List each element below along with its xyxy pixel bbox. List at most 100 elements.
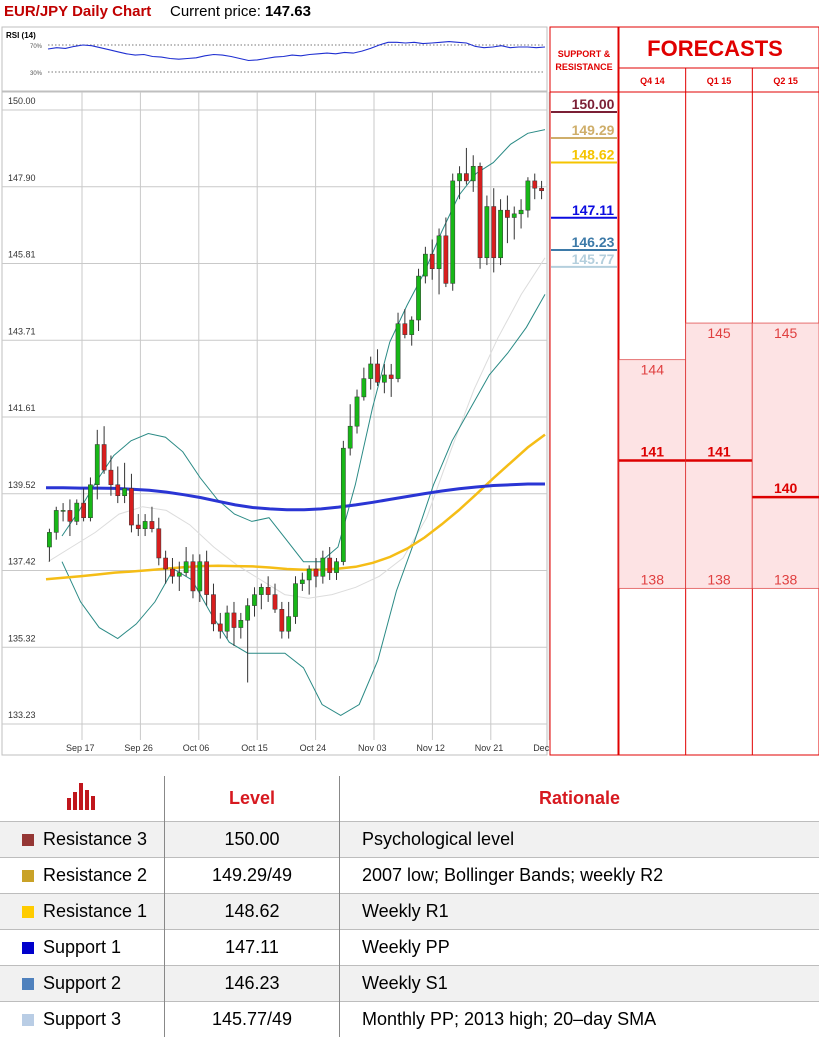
candle-up	[395, 323, 401, 379]
x-tick-label: Nov 21	[475, 743, 504, 753]
y-tick-label: 145.81	[8, 250, 36, 260]
candle-down	[375, 363, 380, 383]
candle-down	[81, 502, 86, 518]
current-price-label: Current price:	[170, 3, 261, 20]
candle-up	[245, 605, 251, 621]
candle-up	[320, 557, 326, 577]
table-row: Support 1 147.11 Weekly PP	[0, 929, 819, 966]
candle-up	[60, 510, 66, 512]
candle-down	[464, 173, 469, 182]
levels-table: Level Rationale Resistance 3 150.00 Psyc…	[0, 776, 819, 1039]
sr-heading-line2: RESISTANCE	[555, 62, 612, 72]
forecast-panel: FORECASTS Q4 14 144 141 138 Q1 15 145 141 138 Q2…	[618, 26, 819, 756]
forecast-col-header: Q4 14	[640, 76, 665, 86]
candle-up	[183, 561, 189, 573]
sr-level-label: 146.23	[572, 234, 615, 250]
candle-down	[429, 253, 435, 270]
rsi-frame	[1, 26, 548, 92]
row-name: Support 1	[43, 937, 122, 957]
candle-down	[313, 568, 319, 577]
candle-down	[231, 612, 237, 628]
candle-down	[402, 323, 408, 335]
row-name: Support 2	[43, 973, 122, 993]
rsi-30-label: 30%	[30, 71, 43, 77]
candle-down	[491, 206, 497, 259]
x-tick-label: Oct 24	[300, 743, 327, 753]
table-row: Resistance 2 149.29/49 2007 low; Bolling…	[0, 857, 819, 894]
row-rationale: 2007 low; Bollinger Bands; weekly R2	[339, 857, 819, 894]
forecast-low-label: 138	[707, 571, 731, 587]
row-name-cell: Resistance 2	[0, 857, 165, 894]
candle-down	[190, 561, 196, 592]
candle-up	[176, 572, 182, 577]
row-level: 146.23	[164, 965, 340, 1002]
row-swatch	[22, 834, 34, 846]
candle-up	[334, 561, 339, 573]
table-header-level: Level	[164, 776, 340, 822]
table-row: Resistance 1 148.62 Weekly R1	[0, 893, 819, 930]
candle-up	[88, 484, 93, 518]
row-swatch	[22, 1014, 34, 1026]
sr-level-label: 150.00	[572, 96, 615, 112]
table-header-icon-cell	[0, 776, 165, 822]
row-swatch	[22, 870, 34, 882]
candle-up	[122, 488, 127, 497]
candle-down	[135, 524, 141, 529]
sr-frame	[549, 26, 619, 756]
forecast-range	[751, 322, 819, 589]
candle-down	[217, 623, 223, 632]
candle-up	[252, 594, 257, 606]
table-row: Support 2 146.23 Weekly S1	[0, 965, 819, 1002]
candle-up	[238, 619, 244, 628]
sma-gold-line	[45, 433, 546, 581]
candle-up	[470, 165, 476, 182]
row-rationale: Psychological level	[339, 821, 819, 858]
candle-up	[381, 374, 387, 383]
candle-up	[525, 180, 531, 211]
candle-up	[498, 209, 503, 259]
candle-down	[156, 528, 162, 559]
rsi-line	[47, 41, 546, 62]
candle-up	[47, 532, 52, 548]
row-name-cell: Resistance 1	[0, 893, 165, 930]
candle-up	[293, 583, 298, 617]
candle-up	[306, 568, 312, 581]
candle-up	[368, 363, 374, 379]
candle-down	[388, 374, 394, 379]
candle-up	[354, 396, 360, 427]
price-grid	[2, 92, 550, 740]
candle-up	[286, 616, 292, 632]
chart-header: EUR/JPY Daily Chart Current price: 147.6…	[0, 0, 819, 26]
row-rationale: Weekly PP	[339, 929, 819, 966]
x-tick-label: Sep 17	[66, 743, 95, 753]
candle-up	[409, 319, 415, 335]
row-name-cell: Resistance 3	[0, 821, 165, 858]
candle-up	[484, 206, 490, 259]
bollinger-lower-line	[61, 294, 546, 716]
candle-up	[361, 378, 367, 398]
forecast-mid-label: 141	[707, 444, 731, 460]
candle-down	[532, 180, 538, 189]
y-tick-label: 135.32	[8, 633, 36, 643]
forecast-low-label: 138	[774, 571, 798, 587]
forecast-low-label: 138	[641, 571, 665, 587]
sr-level-label: 147.11	[572, 202, 614, 218]
price-plot-frame	[1, 91, 548, 756]
current-price-value: 147.63	[265, 3, 311, 20]
candle-down	[211, 594, 216, 625]
table-header-rationale: Rationale	[538, 788, 621, 808]
row-name: Resistance 1	[43, 901, 148, 921]
row-level: 145.77/49	[164, 1001, 340, 1037]
candle-down	[204, 561, 210, 595]
candle-up	[224, 612, 230, 632]
candle-down	[67, 510, 73, 522]
forecast-range	[618, 359, 687, 589]
row-swatch	[22, 942, 34, 954]
candle-up	[416, 275, 421, 321]
candle-up	[347, 425, 353, 449]
bar-chart-icon	[67, 783, 95, 810]
row-level: 147.11	[164, 929, 340, 966]
row-swatch	[22, 906, 34, 918]
candle-down	[108, 469, 114, 486]
row-rationale: Weekly S1	[339, 965, 819, 1002]
